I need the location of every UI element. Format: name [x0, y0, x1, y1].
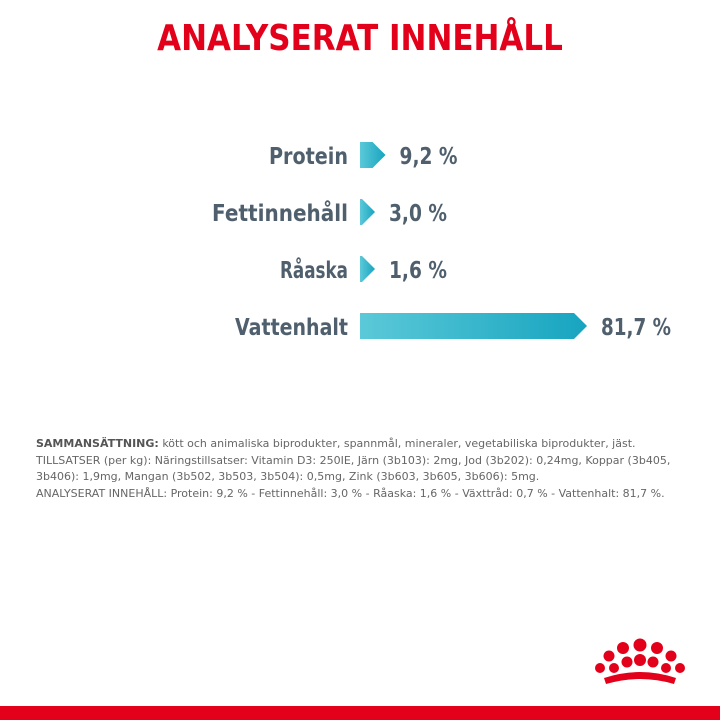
composition-additives: TILLSATSER (per kg): Näringstillsatser: …	[36, 453, 671, 484]
category-label: Protein	[269, 144, 348, 170]
bar	[360, 142, 386, 168]
composition-heading: SAMMANSÄTTNING:	[36, 437, 159, 450]
page-title: ANALYSERAT INNEHÅLL	[157, 18, 563, 59]
composition-analysis: ANALYSERAT INNEHÅLL: Protein: 9,2 % - Fe…	[36, 486, 665, 500]
value-label: 9,2 %	[400, 144, 458, 170]
category-label: Råaska	[280, 257, 348, 284]
category-label: Vattenhalt	[235, 315, 348, 341]
value-label: 3,0 %	[389, 201, 447, 227]
crown-icon	[595, 638, 685, 684]
value-label: 1,6 %	[389, 258, 447, 284]
nutrient-bar-chart: Protein 9,2 % Fettinnehåll 3,0 % Råaska 1,6 %…	[212, 142, 671, 341]
composition-text: SAMMANSÄTTNING: kött och animaliska bipr…	[36, 436, 686, 502]
bar	[360, 313, 587, 339]
value-label: 81,7 %	[601, 315, 671, 341]
composition-ingredients: kött och animaliska biprodukter, spannmå…	[158, 437, 636, 450]
bar	[360, 256, 375, 282]
category-label: Fettinnehåll	[212, 200, 348, 227]
bottom-accent-bar	[0, 706, 720, 720]
bar	[360, 199, 375, 225]
